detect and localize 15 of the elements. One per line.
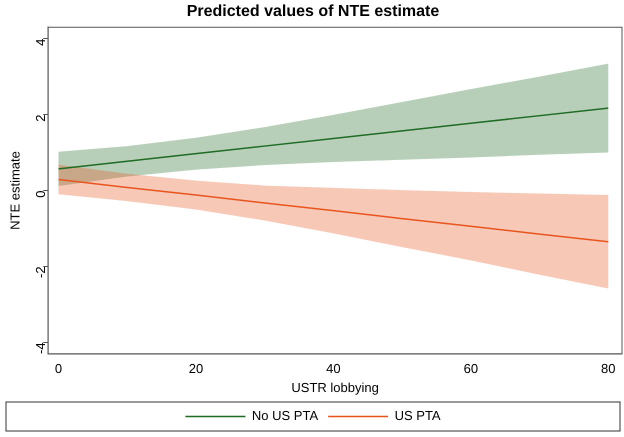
y-tick-label: 2 [32,114,48,122]
y-axis-title: NTE estimate [7,151,22,230]
y-tick-label: 4 [32,38,48,46]
y-tick-label: -4 [32,342,48,354]
y-tick-label: 0 [32,190,48,198]
legend-label: US PTA [394,408,441,424]
x-tick-label: 20 [188,361,204,376]
x-tick-label: 80 [601,361,616,376]
chart-title: Predicted values of NTE estimate [186,3,440,20]
y-tick-label: -2 [32,266,48,278]
x-axis-title: USTR lobbying [291,380,379,395]
x-tick-label: 40 [326,361,341,376]
x-tick-label: 60 [464,361,478,376]
x-tick-label: 0 [54,361,62,376]
legend-label: No US PTA [252,408,318,424]
